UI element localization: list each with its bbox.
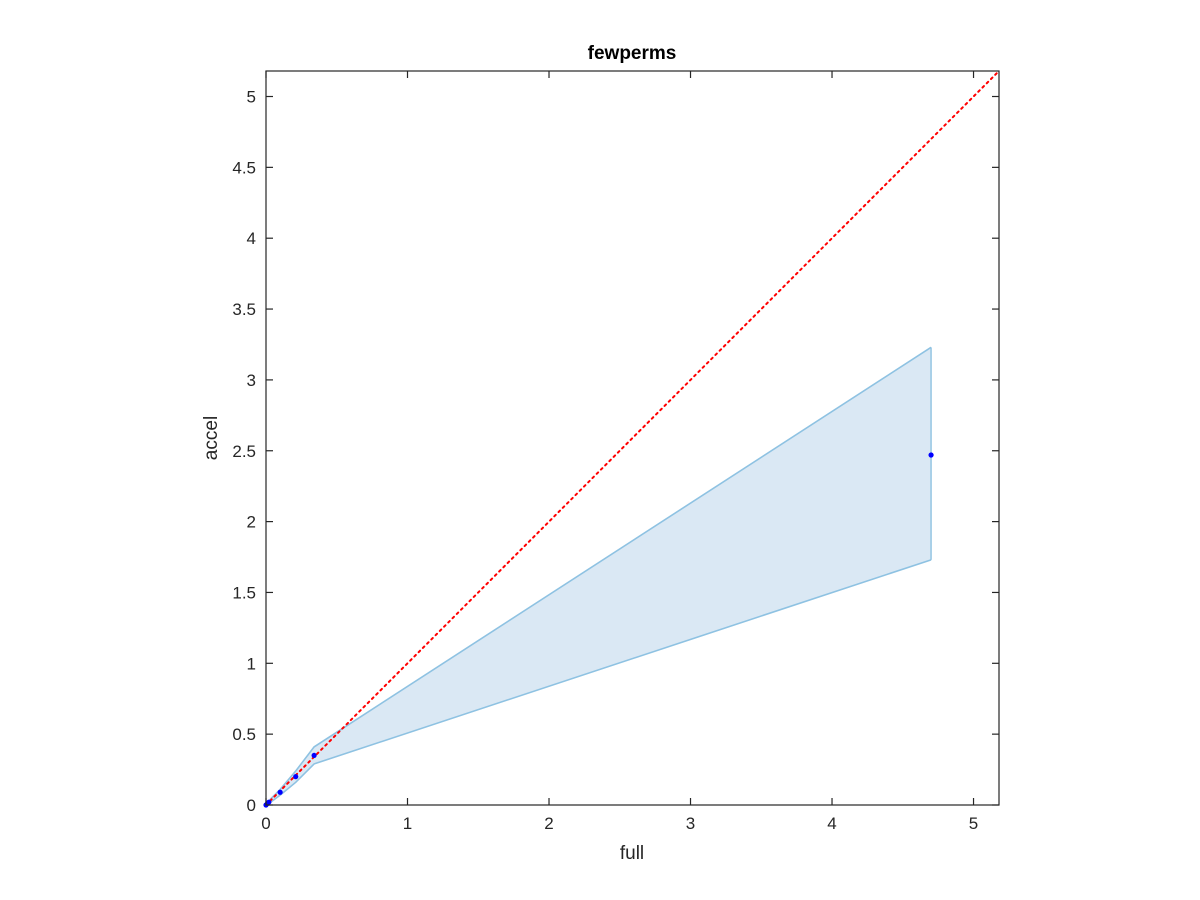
axes-frame <box>265 70 1000 806</box>
y-tick-label: 4 <box>247 229 256 248</box>
y-tick-label: 4.5 <box>232 158 256 177</box>
y-tick-label: 0 <box>247 796 256 815</box>
confidence-band-layer <box>265 346 932 806</box>
chart-title: fewperms <box>588 43 677 64</box>
y-tick-label: 2.5 <box>232 442 256 461</box>
y-axis-label: accel <box>201 416 222 460</box>
y-tick-label: 1 <box>247 654 256 673</box>
y-tick-label: 5 <box>247 88 256 107</box>
x-tick-label: 4 <box>827 814 836 833</box>
y-tick-label: 1.5 <box>232 583 256 602</box>
x-tick-label: 1 <box>403 814 412 833</box>
y-tick-label: 3 <box>247 371 256 390</box>
data-point <box>928 452 934 458</box>
data-point <box>277 789 283 795</box>
y-tick-label: 3.5 <box>232 300 256 319</box>
confidence-band <box>266 347 932 805</box>
ticks-layer: 0 1 2 3 4 5 0 0.5 1 1.5 2 2.5 3 3.5 4 4.5 5 <box>232 71 999 833</box>
plot-area-border <box>265 70 1000 806</box>
data-point-layer <box>263 452 934 808</box>
data-point <box>266 799 272 805</box>
x-tick-label: 5 <box>969 814 978 833</box>
x-tick-label: 2 <box>544 814 553 833</box>
line-layer <box>265 70 1000 806</box>
data-point <box>311 752 317 759</box>
identity-reference-line <box>265 70 1000 806</box>
y-tick-label: 0.5 <box>232 725 256 744</box>
x-tick-label: 3 <box>686 814 695 833</box>
x-axis-label: full <box>620 843 644 864</box>
data-point <box>293 774 299 780</box>
x-tick-label: 0 <box>261 814 270 833</box>
y-tick-label: 2 <box>247 513 256 532</box>
